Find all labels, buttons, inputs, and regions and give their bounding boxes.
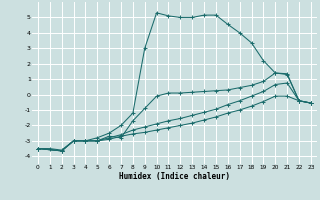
X-axis label: Humidex (Indice chaleur): Humidex (Indice chaleur) xyxy=(119,172,230,181)
